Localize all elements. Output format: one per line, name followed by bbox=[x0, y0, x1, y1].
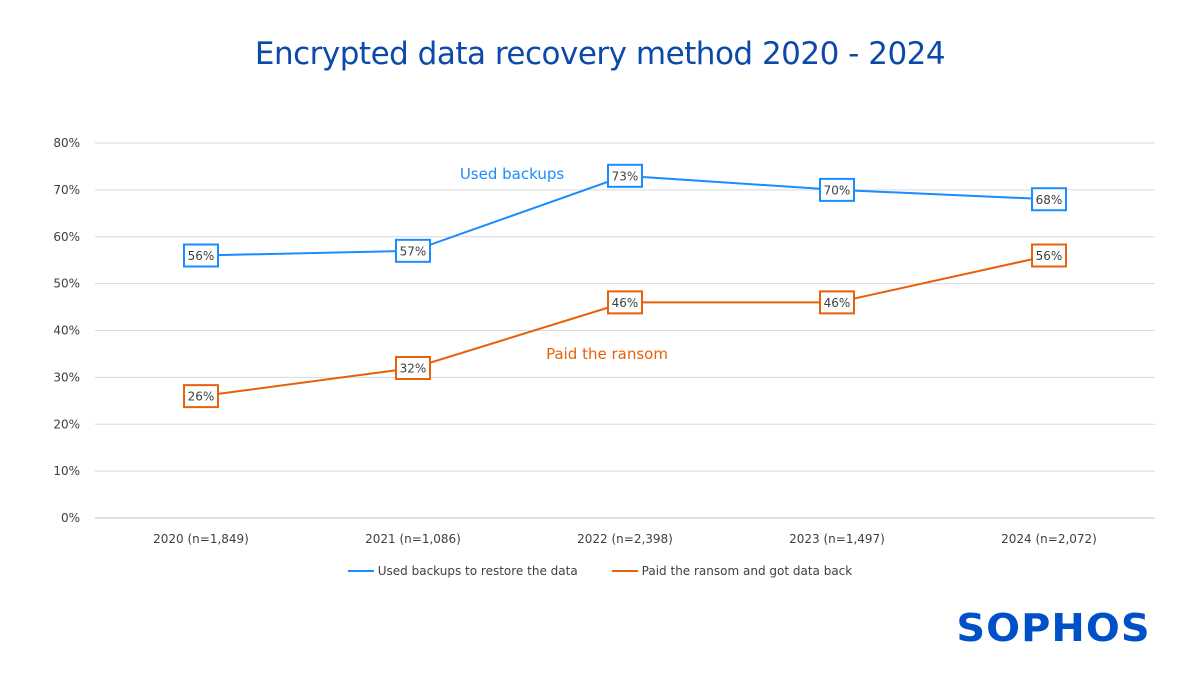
legend-item-ransom: Paid the ransom and got data back bbox=[611, 564, 853, 578]
y-tick-label: 20% bbox=[53, 417, 80, 431]
y-tick-label: 60% bbox=[53, 230, 80, 244]
data-label-box bbox=[607, 290, 643, 315]
y-tick-label: 50% bbox=[53, 277, 80, 291]
data-label-box bbox=[395, 356, 431, 380]
data-label: 46% bbox=[612, 296, 639, 310]
x-tick-label: 2020 (n=1,849) bbox=[153, 532, 249, 546]
y-tick-label: 0% bbox=[61, 511, 80, 525]
legend: Used backups to restore the data Paid th… bbox=[0, 564, 1200, 578]
y-tick-label: 70% bbox=[53, 183, 80, 197]
series-line bbox=[200, 254, 1050, 398]
y-tick-label: 40% bbox=[53, 324, 80, 338]
series-annotation: Used backups bbox=[460, 165, 565, 183]
legend-label: Used backups to restore the data bbox=[377, 564, 578, 578]
y-tick-label: 10% bbox=[53, 464, 80, 478]
data-label: 32% bbox=[400, 362, 427, 376]
x-tick-label: 2023 (n=1,497) bbox=[789, 532, 885, 546]
legend-swatch bbox=[347, 570, 374, 572]
data-label-box bbox=[819, 290, 855, 315]
data-label: 73% bbox=[612, 169, 639, 183]
y-tick-label: 80% bbox=[53, 136, 80, 150]
x-tick-label: 2022 (n=2,398) bbox=[577, 532, 673, 546]
data-label: 57% bbox=[400, 244, 427, 258]
data-label: 70% bbox=[824, 183, 851, 197]
data-label: 46% bbox=[824, 296, 851, 310]
data-label: 56% bbox=[1036, 249, 1063, 263]
legend-swatch bbox=[611, 570, 638, 572]
data-label-box bbox=[819, 177, 855, 202]
data-label-box bbox=[1031, 187, 1067, 212]
chart-title: Encrypted data recovery method 2020 - 20… bbox=[254, 36, 946, 72]
data-label: 56% bbox=[188, 249, 215, 263]
data-label-box bbox=[395, 238, 431, 263]
data-label: 26% bbox=[188, 390, 215, 404]
data-label-box bbox=[607, 163, 643, 188]
x-tick-label: 2024 (n=2,072) bbox=[1001, 532, 1097, 546]
legend-item-backups: Used backups to restore the data bbox=[347, 564, 578, 578]
x-tick-label: 2021 (n=1,086) bbox=[365, 532, 461, 546]
y-tick-label: 30% bbox=[53, 370, 80, 384]
data-label-box bbox=[183, 384, 219, 409]
data-label: 68% bbox=[1036, 193, 1063, 207]
sophos-logo: SOPHOS bbox=[956, 606, 1151, 650]
data-label-box bbox=[1031, 243, 1067, 268]
legend-label: Paid the ransom and got data back bbox=[641, 564, 853, 578]
series-annotation: Paid the ransom bbox=[546, 345, 668, 363]
data-label-box bbox=[183, 243, 219, 268]
